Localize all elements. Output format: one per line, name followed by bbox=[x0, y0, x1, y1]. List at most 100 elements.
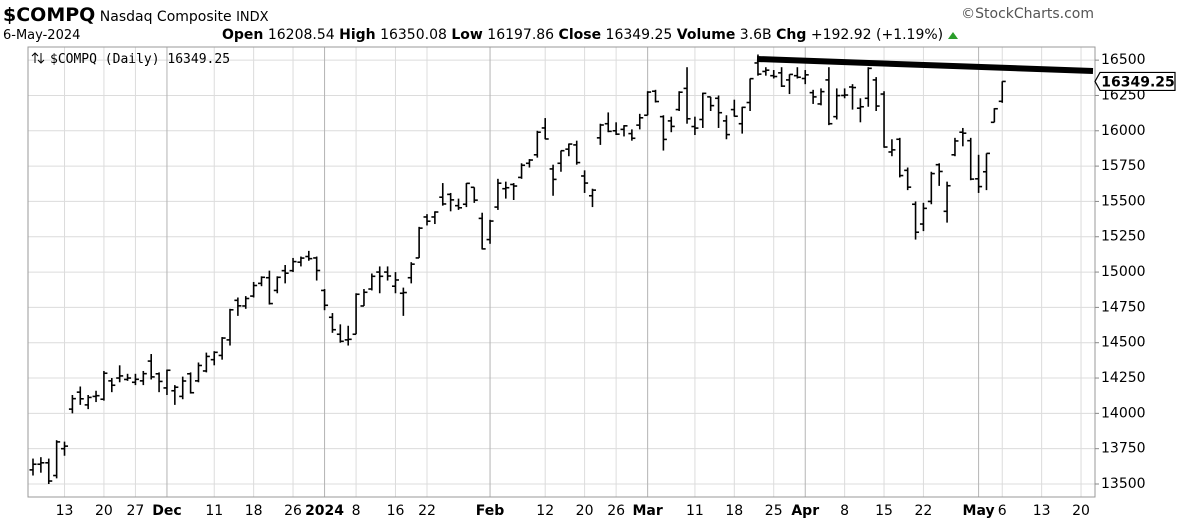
y-tick-label: 13500 bbox=[1101, 476, 1146, 492]
ohlc-bar bbox=[652, 89, 660, 103]
ohlc-bar bbox=[100, 370, 108, 401]
x-tick-label: Apr bbox=[791, 503, 819, 519]
y-tick-label: 16250 bbox=[1101, 87, 1146, 103]
x-tick-label: Mar bbox=[632, 503, 662, 519]
quote-label: Open bbox=[222, 27, 264, 43]
ohlc-bar bbox=[494, 178, 502, 210]
x-tick-label: 2024 bbox=[305, 503, 344, 519]
legend-value: 16349.25 bbox=[167, 52, 230, 67]
y-tick-label: 16000 bbox=[1101, 123, 1146, 139]
trend-line bbox=[756, 56, 1094, 74]
quote-label: High bbox=[339, 27, 376, 43]
y-tick-label: 15250 bbox=[1101, 229, 1146, 245]
date: 6-May-2024 bbox=[3, 28, 81, 43]
ohlc-bar bbox=[699, 92, 707, 128]
legend-label: $COMPQ (Daily) bbox=[50, 52, 160, 67]
ohlc-bar bbox=[29, 458, 37, 476]
ohlc-bar bbox=[888, 139, 896, 157]
ohlc-bar bbox=[376, 266, 384, 294]
ohlc-bar bbox=[76, 386, 84, 405]
ohlc-bar bbox=[163, 369, 171, 395]
ohlc-bar bbox=[53, 440, 61, 479]
ohlc-bar bbox=[549, 164, 557, 196]
ohlc-bar bbox=[242, 296, 250, 309]
ohlc-bar bbox=[265, 270, 273, 305]
ohlc-bar bbox=[336, 324, 344, 343]
ohlc-bar bbox=[502, 181, 510, 199]
quote-value: 16197.86 bbox=[487, 27, 555, 43]
x-tick-label: 12 bbox=[536, 503, 554, 519]
ohlc-bar bbox=[305, 250, 313, 261]
ohlc-bar bbox=[951, 137, 959, 157]
ohlc-bar bbox=[455, 198, 463, 210]
ohlc-bar bbox=[391, 272, 399, 294]
ohlc-bar bbox=[809, 89, 817, 104]
ohlc-bar bbox=[644, 91, 652, 117]
x-tick-label: 11 bbox=[205, 503, 223, 519]
ohlc-bar bbox=[557, 149, 565, 172]
ohlc-bar bbox=[998, 80, 1006, 103]
ohlc-bar bbox=[470, 186, 478, 203]
ohlc-bar bbox=[486, 219, 494, 244]
ohlc-bar bbox=[730, 99, 738, 118]
ohlc-bar bbox=[407, 262, 415, 284]
ohlc-bar bbox=[289, 257, 297, 273]
ohlc-bar bbox=[352, 293, 360, 336]
ohlc-bar bbox=[880, 91, 888, 148]
ohlc-bar bbox=[872, 77, 880, 112]
x-tick-label: 20 bbox=[576, 503, 594, 519]
ohlc-bar bbox=[525, 159, 533, 168]
ohlc-bar bbox=[462, 182, 470, 208]
quote-value: 3.6B bbox=[739, 27, 772, 43]
ohlc-bar bbox=[179, 376, 187, 400]
ohlc-bar bbox=[399, 287, 407, 316]
ohlc-bar bbox=[967, 137, 975, 181]
y-tick-label: 13750 bbox=[1101, 441, 1146, 457]
legend-icon bbox=[31, 52, 45, 64]
x-tick-label: May bbox=[963, 503, 995, 519]
ohlc-bar bbox=[321, 289, 329, 311]
y-tick-label: 14500 bbox=[1101, 335, 1146, 351]
quote-label: Chg bbox=[776, 27, 807, 43]
ohlc-bar bbox=[691, 116, 699, 136]
ohlc-bar bbox=[92, 390, 100, 403]
quote-label: Volume bbox=[676, 27, 736, 43]
quote-value: 16350.08 bbox=[380, 27, 447, 43]
ohlc-bar bbox=[833, 88, 841, 120]
ohlc-bar bbox=[68, 394, 76, 414]
ohlc-bar bbox=[210, 351, 218, 366]
ohlc-bar bbox=[131, 373, 139, 386]
x-tick-label: 16 bbox=[387, 503, 405, 519]
title-row: $COMPQ Nasdaq Composite INDX bbox=[3, 4, 269, 26]
ohlc-bar bbox=[990, 107, 998, 124]
x-tick-label: 26 bbox=[607, 503, 625, 519]
ohlc-bar bbox=[596, 123, 604, 145]
ohlc-bar bbox=[982, 152, 990, 191]
ohlc-bar bbox=[722, 115, 730, 140]
ohlc-bar bbox=[258, 276, 266, 287]
symbol: $COMPQ bbox=[3, 4, 96, 26]
x-tick-label: 25 bbox=[765, 503, 783, 519]
ohlc-bar bbox=[785, 73, 793, 95]
ohlc-bar bbox=[281, 265, 289, 284]
ohlc-bar bbox=[927, 171, 935, 205]
y-tick-label: 15000 bbox=[1101, 264, 1146, 280]
ohlc-bar bbox=[604, 112, 612, 133]
price-tag: 16349.25 bbox=[1101, 74, 1175, 90]
ohlc-bar bbox=[194, 362, 202, 383]
ohlc-bar bbox=[659, 115, 667, 151]
ohlc-bar bbox=[423, 214, 431, 226]
ohlc-bar bbox=[675, 91, 683, 112]
exchange: INDX bbox=[236, 10, 269, 25]
x-tick-label: 18 bbox=[725, 503, 743, 519]
ohlc-bar bbox=[541, 118, 549, 140]
ohlc-bar bbox=[510, 183, 518, 201]
ohlc-bar bbox=[904, 167, 912, 191]
x-tick-label: 22 bbox=[418, 503, 436, 519]
ohlc-bar bbox=[250, 281, 258, 298]
ohlc-bar bbox=[273, 276, 281, 294]
x-tick-label: 26 bbox=[284, 503, 302, 519]
ohlc-bar bbox=[478, 212, 486, 250]
